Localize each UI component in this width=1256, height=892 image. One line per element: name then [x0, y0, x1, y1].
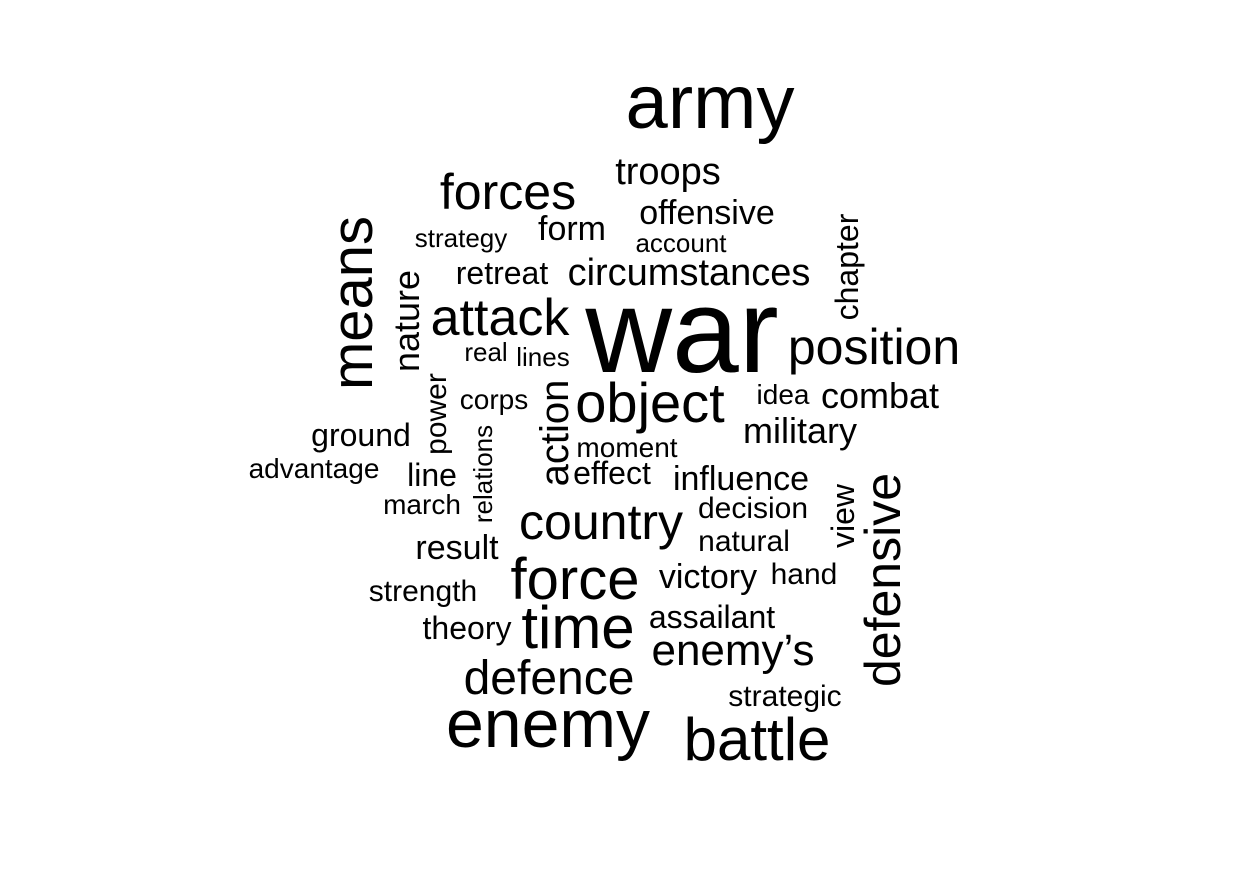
word-decision: decision — [697, 492, 809, 525]
word-effect: effect — [573, 455, 651, 491]
word-assailant: assailant — [648, 599, 776, 635]
word-military: military — [743, 410, 857, 451]
word-power: power — [420, 373, 453, 455]
word-enemy: enemy — [445, 686, 651, 762]
word-country: country — [519, 494, 683, 550]
word-circumstances: circumstances — [567, 252, 811, 294]
word-chapter: chapter — [829, 213, 865, 321]
word-account: account — [635, 228, 727, 258]
word-moment: moment — [576, 432, 678, 463]
word-natural: natural — [698, 525, 790, 558]
word-battle: battle — [683, 706, 831, 773]
word-forces: forces — [439, 164, 577, 220]
word-march: march — [383, 489, 461, 520]
word-nature: nature — [386, 269, 427, 373]
word-offensive: offensive — [639, 194, 775, 232]
word-defensive: defensive — [855, 472, 911, 688]
word-relations: relations — [468, 424, 498, 524]
word-influence: influence — [672, 460, 810, 498]
word-enemys: enemy’s — [651, 626, 815, 675]
word-ground: ground — [311, 417, 411, 453]
word-form: form — [538, 210, 606, 248]
word-real: real — [464, 337, 508, 367]
word-army: army — [625, 60, 795, 145]
word-combat: combat — [820, 375, 940, 416]
word-action: action — [533, 379, 577, 487]
word-idea: idea — [756, 379, 810, 410]
word-position: position — [787, 319, 961, 375]
word-force: force — [510, 547, 640, 612]
word-result: result — [415, 529, 499, 567]
word-time: time — [521, 594, 635, 661]
word-retreat: retreat — [455, 255, 549, 291]
word-defence: defence — [463, 652, 635, 705]
word-strength: strength — [368, 575, 478, 608]
word-corps: corps — [459, 384, 529, 415]
word-victory: victory — [658, 558, 758, 596]
word-hand: hand — [770, 558, 838, 591]
word-war: war — [585, 264, 779, 398]
word-lines: lines — [516, 342, 570, 372]
word-troops: troops — [615, 151, 721, 193]
word-theory: theory — [422, 610, 512, 646]
word-view: view — [825, 483, 861, 549]
word-attack: attack — [430, 289, 570, 347]
word-line: line — [407, 457, 457, 493]
word-strategy: strategy — [414, 223, 508, 253]
word-advantage: advantage — [248, 453, 380, 484]
word-means: means — [320, 215, 385, 391]
word-strategic: strategic — [728, 680, 842, 713]
word-object: object — [575, 371, 725, 434]
